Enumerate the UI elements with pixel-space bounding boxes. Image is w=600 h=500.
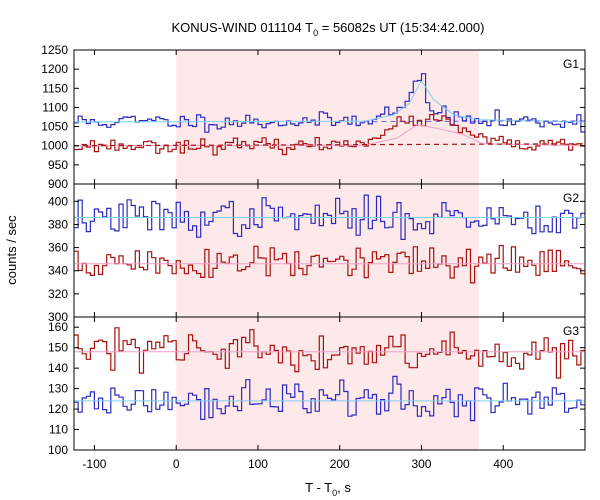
y-tick: 160	[48, 320, 585, 334]
y-tick-label: 120	[48, 402, 68, 416]
panel-content	[74, 184, 585, 317]
x-tick-label: 100	[248, 457, 268, 471]
plot-area: 900950100010501100115012001250G130032034…	[41, 43, 586, 471]
y-tick-label: 320	[48, 287, 68, 301]
burst-interval-band	[176, 317, 479, 450]
panel-content	[74, 317, 585, 450]
y-tick-label: 900	[48, 177, 68, 191]
y-axis-label: counts / sec	[4, 215, 19, 285]
y-tick-label: 950	[48, 158, 68, 172]
y-tick: 950	[48, 158, 585, 172]
y-tick: 1250	[41, 43, 585, 57]
panel-g2: 300 320 340 360 380 400 G2	[48, 183, 586, 324]
y-tick: 1050	[41, 120, 585, 134]
y-tick-label: 1000	[41, 139, 68, 153]
y-tick: 320	[48, 287, 585, 301]
y-tick-label: 360	[48, 241, 68, 255]
y-tick-label: 1100	[42, 100, 68, 114]
y-tick: 340	[48, 264, 585, 278]
y-tick-label: 160	[48, 320, 68, 334]
x-tick-label: 300	[411, 457, 431, 471]
series-red-histogram	[74, 114, 585, 156]
panel-content	[74, 50, 585, 184]
y-tick-label: 380	[48, 217, 68, 231]
burst-interval-band	[176, 184, 479, 317]
y-tick: 150	[48, 341, 585, 355]
y-tick-label: 300	[48, 310, 68, 324]
series-red-background	[74, 143, 585, 147]
y-tick: 380	[48, 217, 585, 231]
y-tick: 120	[48, 402, 585, 416]
y-tick: 110	[49, 423, 585, 437]
series-red-histogram	[74, 327, 585, 379]
y-tick-label: 1150	[42, 81, 68, 95]
y-tick: 1200	[41, 62, 585, 76]
series-red-histogram	[74, 244, 585, 284]
x-tick-label: -100	[82, 457, 106, 471]
x-tick-label: 400	[493, 457, 513, 471]
y-tick: 360	[48, 241, 585, 255]
y-tick: 400	[48, 194, 585, 208]
y-tick: 1100	[42, 100, 585, 114]
y-tick: 1000	[41, 139, 585, 153]
panel-g3: 100 110 120 130 140 150 160 G3	[48, 316, 586, 457]
y-tick-label: 1200	[41, 62, 68, 76]
y-tick-label: 1250	[41, 43, 68, 57]
series-blue-histogram	[74, 375, 585, 422]
x-axis-label: T - T0, s	[305, 480, 351, 498]
panel-label: G3	[563, 324, 579, 338]
series-blue-model	[74, 81, 585, 123]
x-tick-label: 200	[330, 457, 350, 471]
panel-label: G1	[563, 57, 579, 71]
y-tick-label: 110	[49, 423, 68, 437]
y-tick-label: 140	[48, 361, 68, 375]
y-tick: 140	[48, 361, 585, 375]
panel-label: G2	[563, 191, 579, 205]
panel-g1: 900 950 1000 1050 1100 1150 1200 1250 G1	[41, 43, 586, 191]
x-tick-label: 0	[173, 457, 180, 471]
series-blue-histogram	[74, 194, 585, 240]
y-tick: 1150	[42, 81, 585, 95]
y-tick: 130	[48, 382, 585, 396]
y-tick-label: 150	[48, 341, 68, 355]
panel-frame	[73, 316, 586, 451]
y-tick-label: 130	[48, 382, 68, 396]
y-tick: 100	[48, 443, 585, 457]
y-tick-label: 100	[48, 443, 68, 457]
y-tick-label: 340	[48, 264, 68, 278]
y-tick-label: 1050	[41, 120, 68, 134]
y-tick-label: 400	[48, 194, 68, 208]
chart-title: KONUS-WIND 011104 T0 = 56082s UT (15:34:…	[172, 20, 485, 38]
